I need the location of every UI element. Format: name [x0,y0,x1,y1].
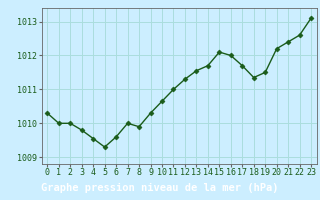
Text: Graphe pression niveau de la mer (hPa): Graphe pression niveau de la mer (hPa) [41,183,279,193]
